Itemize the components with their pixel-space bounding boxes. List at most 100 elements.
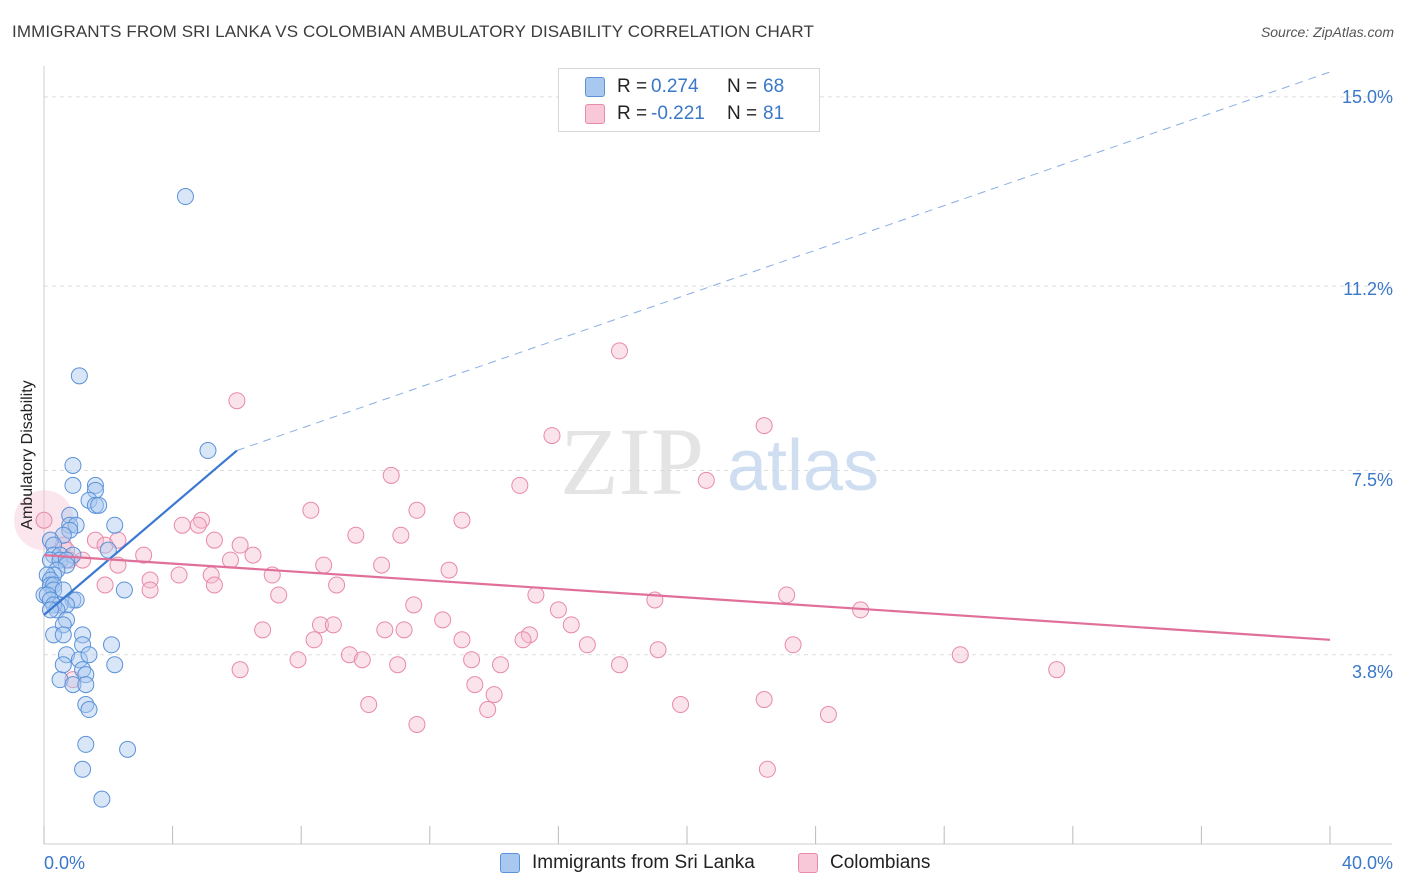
sri-lanka-point [54, 626, 72, 644]
colombians-point [485, 686, 503, 704]
legend-n-label: N = [727, 103, 758, 124]
sri-lanka-point [64, 476, 82, 494]
sri-lanka-point [70, 651, 88, 669]
colombians-point [324, 616, 342, 634]
colombians-trend-line [43, 554, 1331, 641]
sri-lanka-point [115, 581, 133, 599]
source-label: Source: ZipAtlas.com [1260, 24, 1394, 40]
sri-lanka-point [64, 676, 82, 694]
colombians-point [466, 676, 484, 694]
colombians-point [440, 561, 458, 579]
grid-lines [44, 96, 1392, 656]
colombians-point [562, 616, 580, 634]
sri-lanka-point [64, 456, 82, 474]
colombians-point [527, 586, 545, 604]
colombians-point [610, 342, 628, 360]
colombians-point [755, 691, 773, 709]
colombians-point [395, 621, 413, 639]
sri-lanka-point [51, 596, 69, 614]
colombians-point [289, 651, 307, 669]
watermark-atlas: atlas [727, 426, 879, 506]
colombians-point [784, 636, 802, 654]
sri-lanka-point [80, 701, 98, 719]
sri-lanka-point [77, 676, 95, 694]
y-tick-label: 3.8% [1351, 662, 1393, 682]
sri-lanka-trend-extension [236, 71, 1331, 452]
colombians-point [270, 586, 288, 604]
colombians-points [14, 342, 1066, 778]
sri-lanka-point [99, 541, 117, 559]
colombians-point [205, 576, 223, 594]
y-tick-label: 11.2% [1343, 279, 1393, 299]
colombians-point [228, 392, 246, 410]
watermark-zip: ZIP [560, 408, 704, 515]
colombians-point [463, 651, 481, 669]
colombians-point [353, 651, 371, 669]
colombians-point [96, 576, 114, 594]
colombians-point [479, 701, 497, 719]
sri-lanka-point [80, 646, 98, 664]
y-tick-label: 15.0% [1341, 87, 1393, 107]
stats-legend: R = 0.274 N = 68 R = -0.221 N = 81 [558, 68, 820, 132]
colombians-point [189, 516, 207, 534]
colombians-point [205, 531, 223, 549]
colombians-point [302, 501, 320, 519]
colombians-point [514, 631, 532, 649]
legend-r-label: R = [617, 103, 648, 124]
sri-lanka-point [93, 790, 111, 808]
sri-lanka-point [67, 591, 85, 609]
bottom-legend-label: Immigrants from Sri Lanka [532, 852, 755, 873]
colombians-point [360, 696, 378, 714]
colombians-point [755, 417, 773, 435]
legend-n-value: 81 [763, 103, 785, 124]
colombians-point [389, 656, 407, 674]
colombians-point [373, 556, 391, 574]
sri-lanka-trend-line [43, 449, 238, 616]
x-tick-label-max: 40.0% [1341, 853, 1393, 873]
sri-lanka-point [70, 367, 88, 385]
colombians-point [758, 760, 776, 778]
legend-row-sri-lanka: R = 0.274 N = 68 [585, 75, 784, 99]
colombians-point [35, 511, 53, 529]
colombians-point [231, 661, 249, 679]
sri-lanka-point [61, 506, 79, 524]
legend-r-value: -0.221 [651, 103, 705, 124]
colombians-point [347, 526, 365, 544]
sri-lanka-point [86, 476, 104, 494]
colombians-point [578, 636, 596, 654]
colombians-point [315, 556, 333, 574]
sri-lanka-point [38, 566, 56, 584]
colombians-point [819, 706, 837, 724]
colombians-point [408, 501, 426, 519]
sri-lanka-point [74, 760, 92, 778]
colombians-point [951, 646, 969, 664]
sri-lanka-point [106, 656, 124, 674]
bottom-legend-colombians: Colombians [798, 852, 930, 874]
colombians-point [170, 566, 188, 584]
colombians-point [672, 696, 690, 714]
trend-lines [43, 71, 1331, 641]
sri-lanka-point [74, 626, 92, 644]
colombians-point [511, 476, 529, 494]
legend-row-colombians: R = -0.221 N = 81 [585, 102, 784, 126]
sri-lanka-point [45, 566, 63, 584]
colombians-point [778, 586, 796, 604]
colombians-point [254, 621, 272, 639]
colombians-point [543, 427, 561, 445]
colombians-point [141, 581, 159, 599]
x-tick-label-min: 0.0% [44, 853, 86, 873]
bottom-legend-swatch-pink [798, 853, 818, 873]
sri-lanka-point [199, 442, 217, 460]
sri-lanka-point [77, 666, 95, 684]
sri-lanka-point [176, 188, 194, 206]
colombians-point [405, 596, 423, 614]
bottom-legend-sri-lanka: Immigrants from Sri Lanka [500, 852, 755, 874]
chart-title: IMMIGRANTS FROM SRI LANKA VS COLOMBIAN A… [12, 22, 814, 41]
sri-lanka-point [77, 696, 95, 714]
colombians-point [173, 516, 191, 534]
colombians-large-point [14, 490, 74, 551]
colombians-point [392, 526, 410, 544]
colombians-point [328, 576, 346, 594]
colombians-point [311, 616, 329, 634]
